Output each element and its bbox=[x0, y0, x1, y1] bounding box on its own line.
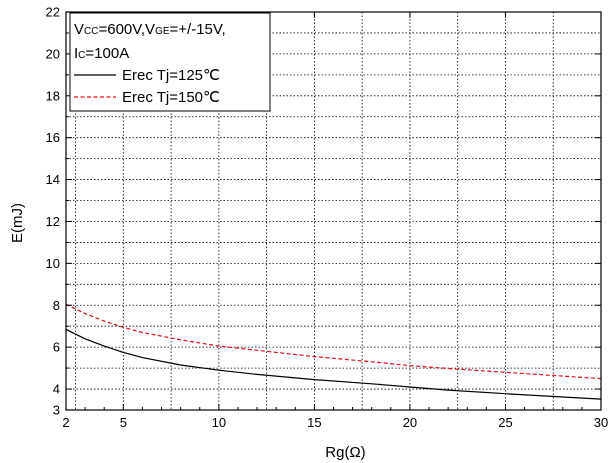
y-tick-label: 18 bbox=[46, 88, 60, 103]
y-tick-label: 10 bbox=[46, 256, 60, 271]
x-tick-label: 20 bbox=[403, 415, 417, 430]
y-tick-label: 3 bbox=[53, 403, 60, 418]
y-tick-label: 20 bbox=[46, 46, 60, 61]
y-tick-label: 14 bbox=[46, 172, 60, 187]
y-tick-label: 16 bbox=[46, 130, 60, 145]
legend-conditions-line2: IC=100A bbox=[74, 45, 129, 62]
y-tick-label: 8 bbox=[53, 298, 60, 313]
legend-conditions-line1: VCC=600V,VGE=+/-15V, bbox=[74, 21, 226, 38]
x-tick-label: 15 bbox=[307, 415, 321, 430]
series-line-2 bbox=[65, 303, 602, 380]
x-tick-label: 30 bbox=[594, 415, 608, 430]
series-layer bbox=[65, 303, 602, 400]
legend-entry-2: Erec Tj=150℃ bbox=[122, 89, 220, 106]
y-tick-label: 12 bbox=[46, 214, 60, 229]
grid bbox=[66, 12, 601, 410]
series-line-1 bbox=[65, 328, 602, 400]
y-tick-label: 22 bbox=[46, 5, 60, 20]
x-tick-label: 2 bbox=[62, 415, 69, 430]
legend-box bbox=[69, 12, 271, 112]
y-tick-label: 6 bbox=[53, 340, 60, 355]
y-tick-label: 4 bbox=[53, 382, 60, 397]
x-tick-label: 25 bbox=[498, 415, 512, 430]
legend-entry-1: Erec Tj=125℃ bbox=[122, 67, 220, 84]
x-tick-label: 5 bbox=[120, 415, 127, 430]
x-axis-label: Rg(Ω) bbox=[325, 444, 365, 461]
legend: VCC=600V,VGE=+/-15V, IC=100A Erec Tj=125℃ E… bbox=[69, 12, 271, 112]
y-axis-label: E(mJ) bbox=[9, 203, 26, 243]
x-tick-label: 10 bbox=[212, 415, 226, 430]
